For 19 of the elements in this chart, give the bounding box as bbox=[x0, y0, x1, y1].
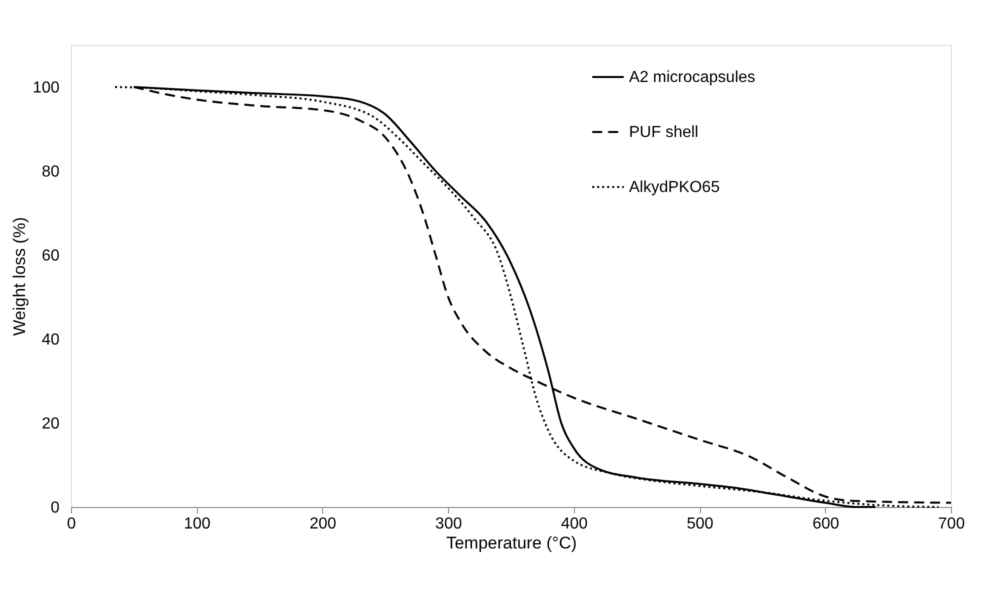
x-tick-label: 100 bbox=[184, 516, 211, 532]
x-tick-label: 300 bbox=[435, 516, 462, 532]
y-tick-label: 0 bbox=[50, 500, 60, 516]
x-tick-label: 700 bbox=[938, 516, 965, 532]
y-tick-label: 100 bbox=[32, 80, 60, 96]
x-tick-label: 400 bbox=[561, 516, 588, 532]
x-tick-label: 600 bbox=[812, 516, 840, 532]
x-tick-label: 200 bbox=[310, 516, 336, 532]
x-tick-label: 0 bbox=[67, 516, 76, 532]
y-tick-label: 20 bbox=[42, 416, 60, 432]
legend-label: PUF shell bbox=[629, 124, 698, 141]
legend-label: AlkydPKO65 bbox=[629, 179, 720, 196]
y-tick-label: 60 bbox=[42, 248, 60, 264]
legend-label: A2 microcapsules bbox=[629, 69, 756, 86]
y-axis-title: Weight loss (%) bbox=[10, 217, 29, 336]
x-axis-title: Temperature (°C) bbox=[446, 534, 577, 552]
x-tick-label: 500 bbox=[686, 516, 714, 532]
y-tick-label: 40 bbox=[42, 332, 60, 348]
y-tick-label: 80 bbox=[42, 164, 60, 180]
